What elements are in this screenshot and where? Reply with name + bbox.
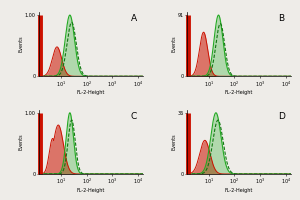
X-axis label: FL-2-Height: FL-2-Height (225, 90, 253, 95)
X-axis label: FL-2-Height: FL-2-Height (77, 90, 105, 95)
Text: D: D (278, 112, 285, 121)
Y-axis label: Events: Events (19, 134, 23, 150)
Y-axis label: Events: Events (171, 36, 176, 52)
X-axis label: FL-2-Height: FL-2-Height (225, 188, 253, 193)
Text: B: B (278, 14, 285, 23)
Text: A: A (130, 14, 137, 23)
Y-axis label: Events: Events (19, 36, 23, 52)
Text: C: C (130, 112, 137, 121)
Y-axis label: Events: Events (171, 134, 176, 150)
X-axis label: FL-2-Height: FL-2-Height (77, 188, 105, 193)
